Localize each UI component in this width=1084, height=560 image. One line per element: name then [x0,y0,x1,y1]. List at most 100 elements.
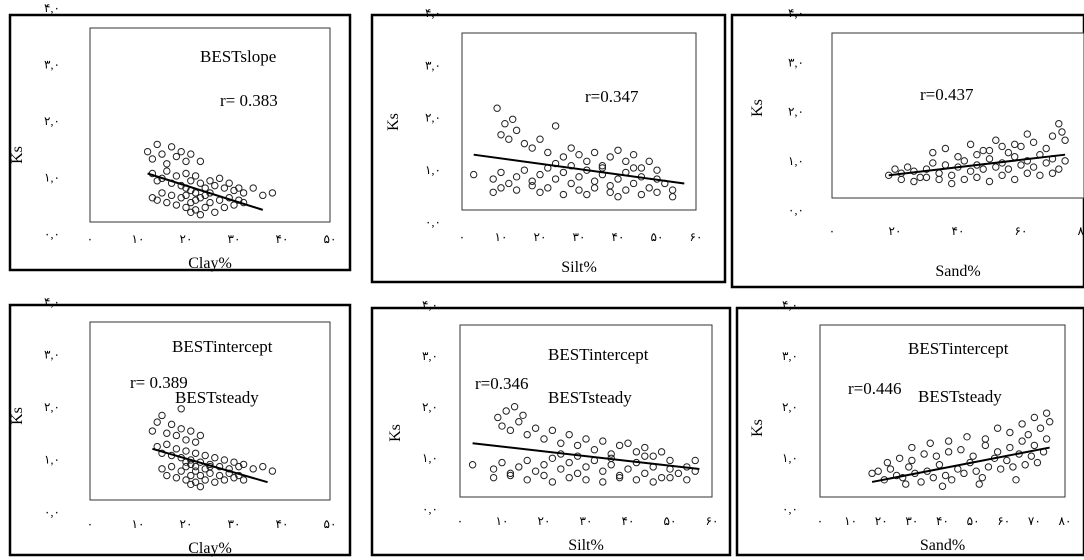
data-point [182,462,190,471]
data-point [230,474,238,482]
data-point [187,471,195,480]
data-point [489,175,497,183]
data-point [519,411,527,419]
data-point [1029,163,1038,171]
trend-line [152,447,268,484]
x-tick-label: ۶۰ [997,514,1010,528]
chart-annotation: BESTintercept [548,345,649,364]
x-tick-label: ۱۰ [132,232,145,246]
trend-line [473,153,685,185]
data-point [1023,130,1032,138]
data-point [536,170,544,179]
data-point [637,190,646,199]
data-point [497,131,505,139]
data-point [148,427,157,435]
data-point [506,471,515,480]
chart-annotation: BESTslope [200,47,276,66]
data-point [215,471,224,480]
data-point [1018,437,1026,445]
data-point [992,136,1000,144]
x-tick-label: ۴۰ [936,514,949,528]
data-point [606,153,614,161]
data-point [960,469,968,478]
data-point [187,177,195,185]
data-point [938,482,947,490]
data-point [575,173,583,181]
x-tick-label: ۱۰ [844,514,857,528]
data-point [497,184,505,192]
data-point [536,188,544,197]
data-point [666,473,674,482]
scatter-series [143,140,277,219]
x-tick-label: ۰ [459,230,465,244]
chart-panel-6: ۰,۰ ۱,۰ ۲,۰ ۳,۰ ۴,۰ ۰ ۱۰ ۲۰ ۳۰ ۴۰ ۵۰ ۶۰ ۷۰ ۸۰ Sand% Ks B… [735,298,1084,557]
data-point [668,193,677,201]
data-point [158,189,166,197]
data-point [908,456,916,465]
data-point [502,407,510,415]
data-point [1023,169,1032,177]
data-point [624,439,632,447]
data-point [196,482,205,491]
data-point [196,157,205,166]
data-point [622,157,630,166]
data-point [211,454,219,462]
data-point [191,172,200,180]
data-point [235,184,243,192]
data-point [657,473,666,482]
y-tick-label: ۰,۰ [44,505,60,519]
x-tick-label: ۸۰ [1059,514,1072,528]
data-point [575,150,583,159]
chart-annotation: r= 0.389 [130,373,188,392]
data-point [891,165,899,173]
data-point [515,418,523,426]
data-point [510,403,519,411]
data-point [583,190,591,199]
data-point [470,170,478,179]
chart-annotation: BESTsteady [918,387,1002,406]
data-point [512,173,521,181]
data-point [910,177,918,186]
data-point [191,206,200,214]
data-point [575,186,583,194]
data-point [922,173,931,182]
trend-line [147,172,264,211]
data-point [903,163,912,171]
chart-annotation: r=0.446 [848,379,902,398]
data-point [622,186,630,194]
y-axis-label: Ks [9,146,26,164]
y-tick-label: ۲,۰ [425,111,441,125]
data-point [960,175,968,184]
data-point [505,179,513,188]
data-point [167,143,176,151]
data-point [211,478,219,486]
data-point [489,188,497,197]
data-point [177,425,185,433]
chart-panels: ۰,۰ ۱,۰ ۲,۰ ۳,۰ ۴,۰ ۰ ۱۰ ۲۰ ۳۰ ۴۰ ۵۰ Clay% Ks BESTslo… [8,1,1084,557]
data-point [249,465,257,473]
data-point [494,413,502,422]
data-point [614,175,622,183]
y-tick-label: ۴,۰ [782,298,798,312]
data-point [163,198,171,207]
data-point [920,450,928,458]
data-point [691,456,699,465]
data-point [544,148,552,157]
trend-line [472,442,700,471]
data-point [187,480,195,489]
data-point [629,164,638,172]
data-point [1042,144,1050,153]
data-point [528,181,536,190]
y-tick-label: ۲,۰ [44,400,60,414]
data-point [590,446,599,454]
data-point [191,449,200,457]
x-tick-label: ۷۰ [1028,514,1041,528]
data-point [917,478,925,486]
data-point [201,476,209,484]
chart-annotation: BESTintercept [908,339,1009,358]
data-point [590,148,599,157]
data-point [548,478,557,486]
data-point [883,458,892,467]
data-point [493,104,501,112]
scatter-series [148,405,277,491]
